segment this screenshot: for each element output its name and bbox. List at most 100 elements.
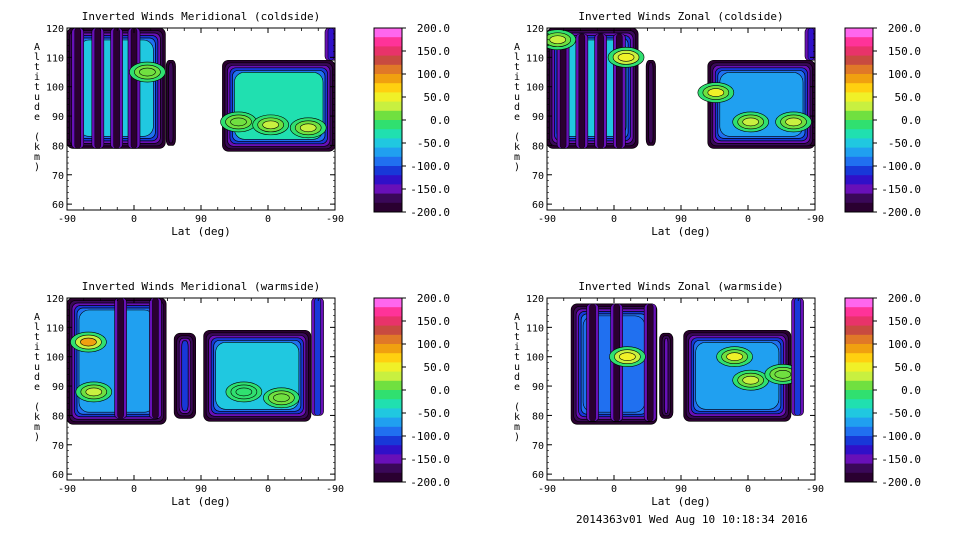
- colorbar-cell: [374, 193, 402, 204]
- band-core: [74, 28, 81, 149]
- colorbar-cell: [845, 120, 873, 130]
- colorbar-tick-label: 150.0: [888, 45, 921, 58]
- colorbar-tick-label: -50.0: [417, 407, 450, 420]
- x-tick-label: -90: [538, 484, 556, 495]
- band-core: [152, 298, 159, 419]
- x-axis-label: Lat (deg): [171, 225, 231, 238]
- colorbar-cell: [845, 184, 873, 195]
- colorbar-cell: [845, 64, 873, 75]
- vertical-band: [71, 28, 85, 149]
- colorbar-tick-label: -150.0: [881, 183, 921, 196]
- vertical-band: [114, 298, 127, 419]
- y-axis-label-char: t: [514, 82, 520, 93]
- blob-ring: [549, 35, 567, 45]
- colorbar-cell: [845, 298, 873, 308]
- colorbar-cell: [374, 307, 402, 317]
- y-axis-label-char: u: [514, 362, 520, 373]
- vertical-band: [149, 298, 162, 419]
- vertical-band: [804, 28, 815, 61]
- y-axis-label-char: l: [34, 52, 40, 63]
- blob-ring: [774, 370, 792, 379]
- contour-band: [181, 340, 189, 412]
- colorbar-tick-label: 0.0: [901, 384, 921, 397]
- y-axis-label-char: (: [514, 402, 520, 413]
- blob-ring: [85, 387, 103, 397]
- contour-blob: [732, 111, 769, 133]
- x-tick-label: -90: [326, 214, 344, 225]
- colorbar-cell: [374, 129, 402, 139]
- y-axis-label-char: u: [34, 362, 40, 373]
- plot-area: [67, 28, 335, 152]
- colorbar-cell: [374, 184, 402, 195]
- colorbar-cell: [845, 371, 873, 382]
- y-axis-label-char: t: [34, 82, 40, 93]
- colorbar-cell: [374, 472, 402, 483]
- colorbar-tick-label: -150.0: [410, 183, 450, 196]
- y-axis-label-char: t: [514, 352, 520, 363]
- y-tick-label: 60: [52, 200, 64, 211]
- y-axis-label-char: ): [514, 432, 520, 443]
- contour-band: [168, 62, 174, 144]
- y-tick-label: 110: [526, 53, 544, 64]
- colorbar-tick-label: 200.0: [417, 22, 450, 35]
- colorbar-cell: [374, 120, 402, 130]
- colorbar-cell: [374, 316, 402, 327]
- colorbar-tick-label: 50.0: [895, 361, 922, 374]
- colorbar-cell: [845, 417, 873, 428]
- colorbar-cell: [374, 83, 402, 93]
- data-region: [165, 59, 176, 146]
- colorbar-tick-label: -100.0: [410, 160, 450, 173]
- colorbar-cell: [845, 380, 873, 391]
- y-axis-label-char: t: [34, 332, 40, 343]
- y-tick-label: 100: [526, 83, 544, 94]
- colorbar-tick-label: -50.0: [417, 137, 450, 150]
- chart-title: Inverted Winds Meridional (warmside): [82, 280, 320, 293]
- x-tick-label: 90: [195, 484, 207, 495]
- colorbar-tick-label: 100.0: [888, 68, 921, 81]
- colorbar-cell: [845, 46, 873, 57]
- chart-title: Inverted Winds Zonal (coldside): [578, 10, 783, 23]
- colorbar-tick-label: -50.0: [888, 137, 921, 150]
- colorbar-cell: [845, 193, 873, 204]
- colorbar-tick-label: 150.0: [888, 315, 921, 328]
- colorbar-cell: [374, 138, 402, 149]
- colorbar-tick-label: 0.0: [430, 114, 450, 127]
- colorbar-tick-label: -150.0: [881, 453, 921, 466]
- chart-title: Inverted Winds Zonal (warmside): [578, 280, 783, 293]
- y-tick-label: 60: [52, 470, 64, 481]
- chart-panel-3: Inverted Winds Meridional (warmside) -90 0…: [34, 280, 344, 508]
- y-tick-label: 60: [532, 470, 544, 481]
- y-axis-label-char: ): [34, 162, 40, 173]
- y-tick-label: 120: [46, 294, 64, 305]
- blob-ring: [726, 352, 743, 362]
- colorbar-tick-label: 50.0: [895, 91, 922, 104]
- band-core: [646, 303, 654, 422]
- colorbar-cell: [845, 147, 873, 158]
- contour-band: [648, 62, 654, 144]
- band-core: [314, 298, 321, 416]
- colorbar-cell: [374, 436, 402, 446]
- data-region: [173, 332, 196, 419]
- colorbar-tick-label: 100.0: [417, 338, 450, 351]
- vertical-band: [643, 303, 657, 422]
- y-axis-label-char: d: [34, 102, 40, 113]
- colorbar-cell: [374, 325, 402, 336]
- band-core: [578, 33, 586, 149]
- colorbar-cell: [845, 463, 873, 474]
- contour-blob: [607, 47, 645, 68]
- y-tick-label: 70: [532, 171, 544, 182]
- y-tick-label: 120: [526, 24, 544, 35]
- colorbar-tick-label: -200.0: [410, 476, 450, 489]
- contour-blob: [775, 111, 812, 133]
- colorbar-cell: [374, 110, 402, 121]
- colorbar-cell: [374, 298, 402, 308]
- colorbar-tick-label: 50.0: [424, 91, 451, 104]
- y-tick-label: 90: [532, 382, 544, 393]
- colorbar-cell: [374, 156, 402, 167]
- plot-area: [67, 298, 324, 425]
- y-tick-label: 110: [526, 323, 544, 334]
- vertical-band: [594, 33, 607, 149]
- y-tick-label: 90: [532, 112, 544, 123]
- contour-blob: [129, 61, 166, 83]
